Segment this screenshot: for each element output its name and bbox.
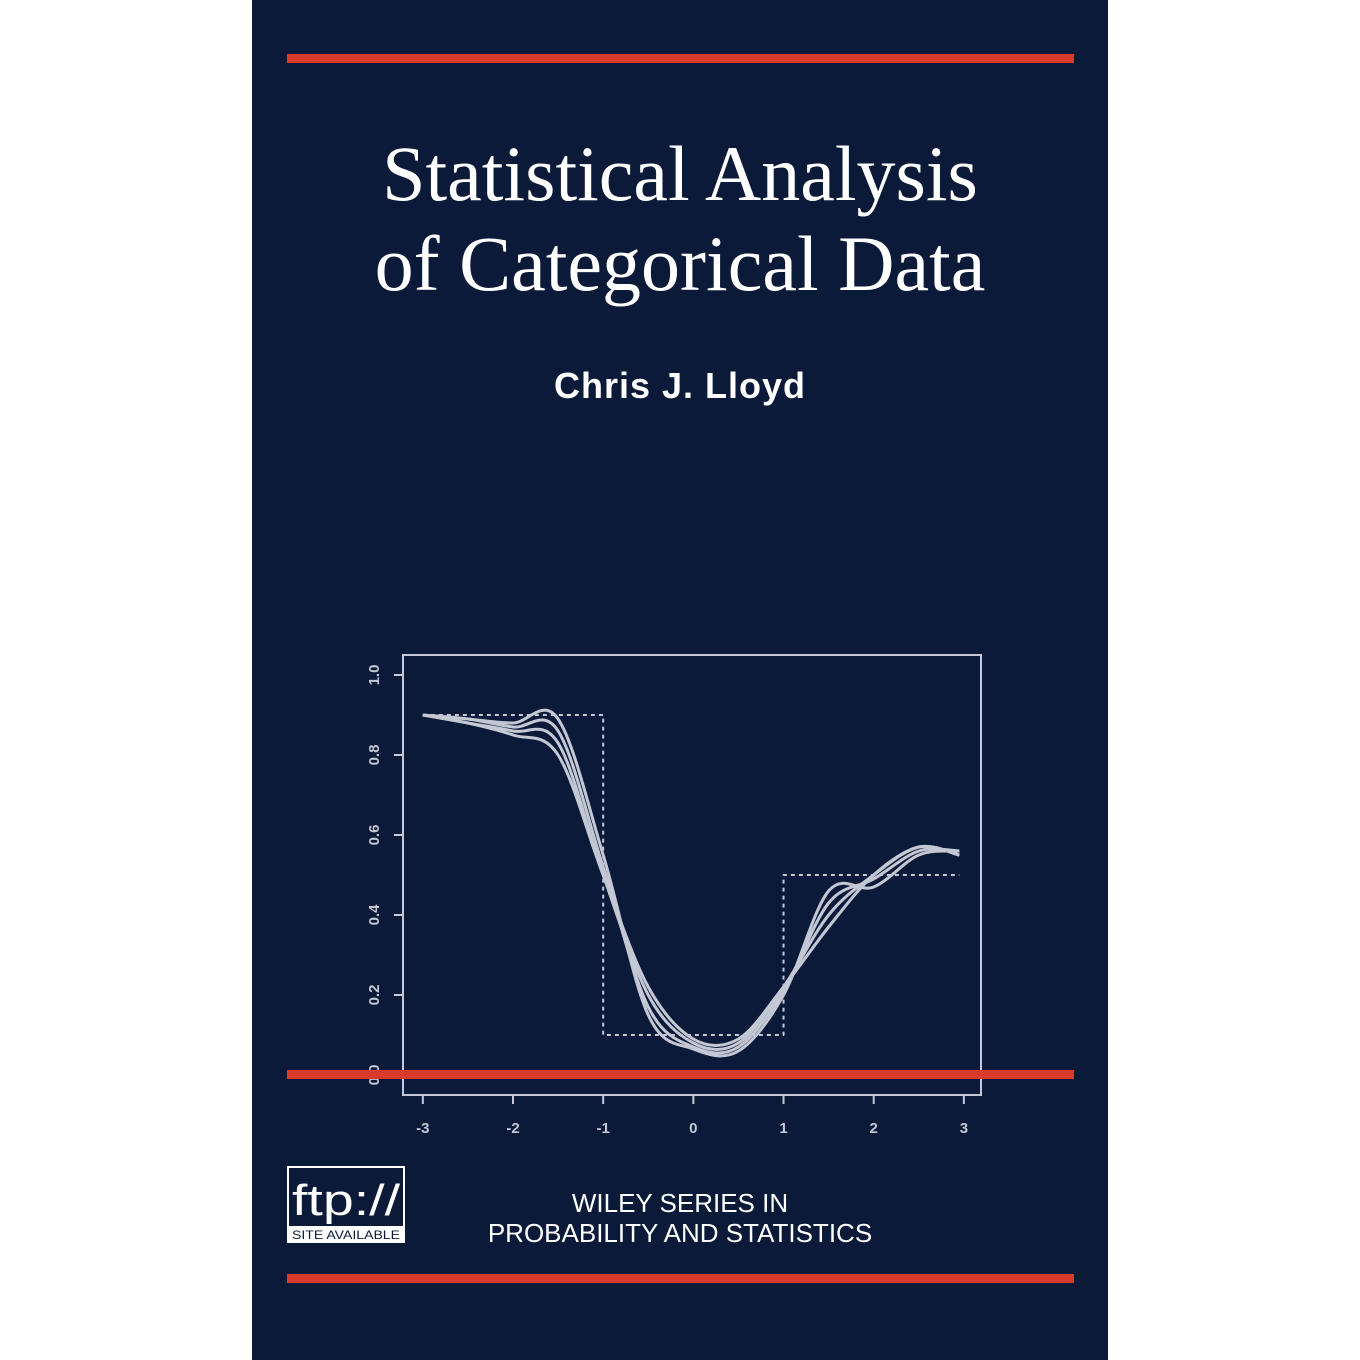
y-tick-label: 0.8	[366, 745, 383, 766]
plot-frame	[402, 654, 982, 1096]
x-tick-label: -3	[416, 1120, 429, 1137]
red-rule	[287, 1070, 1074, 1079]
y-tick-label: 0.6	[366, 825, 383, 846]
red-rule	[287, 54, 1074, 63]
author: Chris J. Lloyd	[554, 365, 806, 406]
title-line: Statistical Analysis	[382, 130, 978, 217]
y-tick-label: 0.4	[366, 904, 383, 926]
logo-sub: SITE AVAILABLE	[292, 1228, 400, 1242]
x-tick-label: -2	[506, 1120, 519, 1137]
x-tick-label: 3	[960, 1120, 968, 1137]
title-line: of Categorical Data	[375, 220, 986, 307]
logo-main: ftp://	[292, 1176, 401, 1225]
x-tick-label: -1	[597, 1120, 610, 1137]
cover-background	[252, 0, 1108, 1360]
smooth-curve	[422, 708, 960, 1058]
series-line: WILEY SERIES IN	[572, 1188, 788, 1218]
x-tick-label: 1	[779, 1120, 787, 1137]
smooth-curve	[422, 713, 960, 1047]
series-line: PROBABILITY AND STATISTICS	[488, 1218, 872, 1248]
y-tick-label: 1.0	[366, 665, 383, 686]
x-tick-label: 0	[689, 1120, 697, 1137]
y-tick-label: 0.2	[366, 985, 383, 1006]
logo-band	[288, 1226, 404, 1242]
x-tick-label: 2	[870, 1120, 878, 1137]
ftp-logo: ftp:// SITE AVAILABLE	[287, 1166, 405, 1243]
red-rule	[287, 1274, 1074, 1283]
